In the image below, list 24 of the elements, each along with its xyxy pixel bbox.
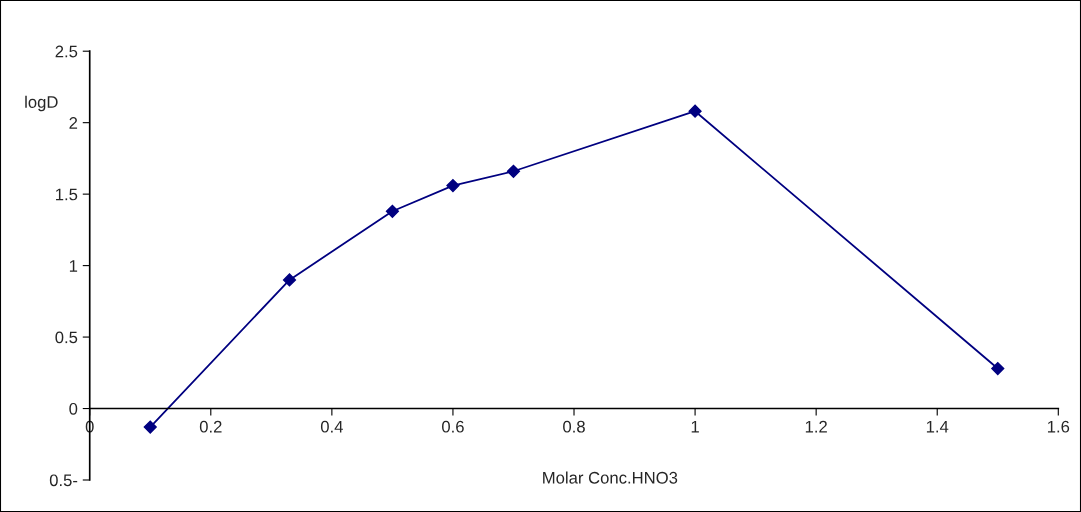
y-tick-label: 2 [69, 117, 78, 129]
y-tick-label: 1.5 [56, 188, 78, 201]
x-axis-title: Molar Conc.HNO3 [543, 471, 678, 484]
x-tick-label: 1.4 [926, 420, 949, 433]
y-tick-label: 0.5- [49, 474, 78, 487]
x-tick-label: 0.6 [442, 420, 464, 433]
point [143, 420, 157, 434]
y-axis-title: logD [25, 95, 58, 112]
point [385, 204, 399, 218]
y-tick-label: 1 [69, 260, 78, 272]
x-tick-label: 1.6 [1047, 420, 1070, 433]
point [991, 361, 1005, 376]
x-tick-label: 1.2 [805, 420, 827, 433]
y-tick-label: 2.5 [55, 45, 78, 58]
point [688, 104, 702, 118]
x-tick-label: 0.8 [563, 420, 585, 433]
x-tick-label: 1 [691, 420, 699, 433]
point [446, 178, 460, 193]
y-tick-label: 0 [69, 402, 78, 415]
point [506, 164, 521, 178]
x-tick-label: 0.4 [320, 420, 343, 433]
y-tick-label: 0.5 [55, 331, 78, 344]
point [282, 273, 297, 287]
x-tick-label: 0.2 [199, 420, 222, 433]
